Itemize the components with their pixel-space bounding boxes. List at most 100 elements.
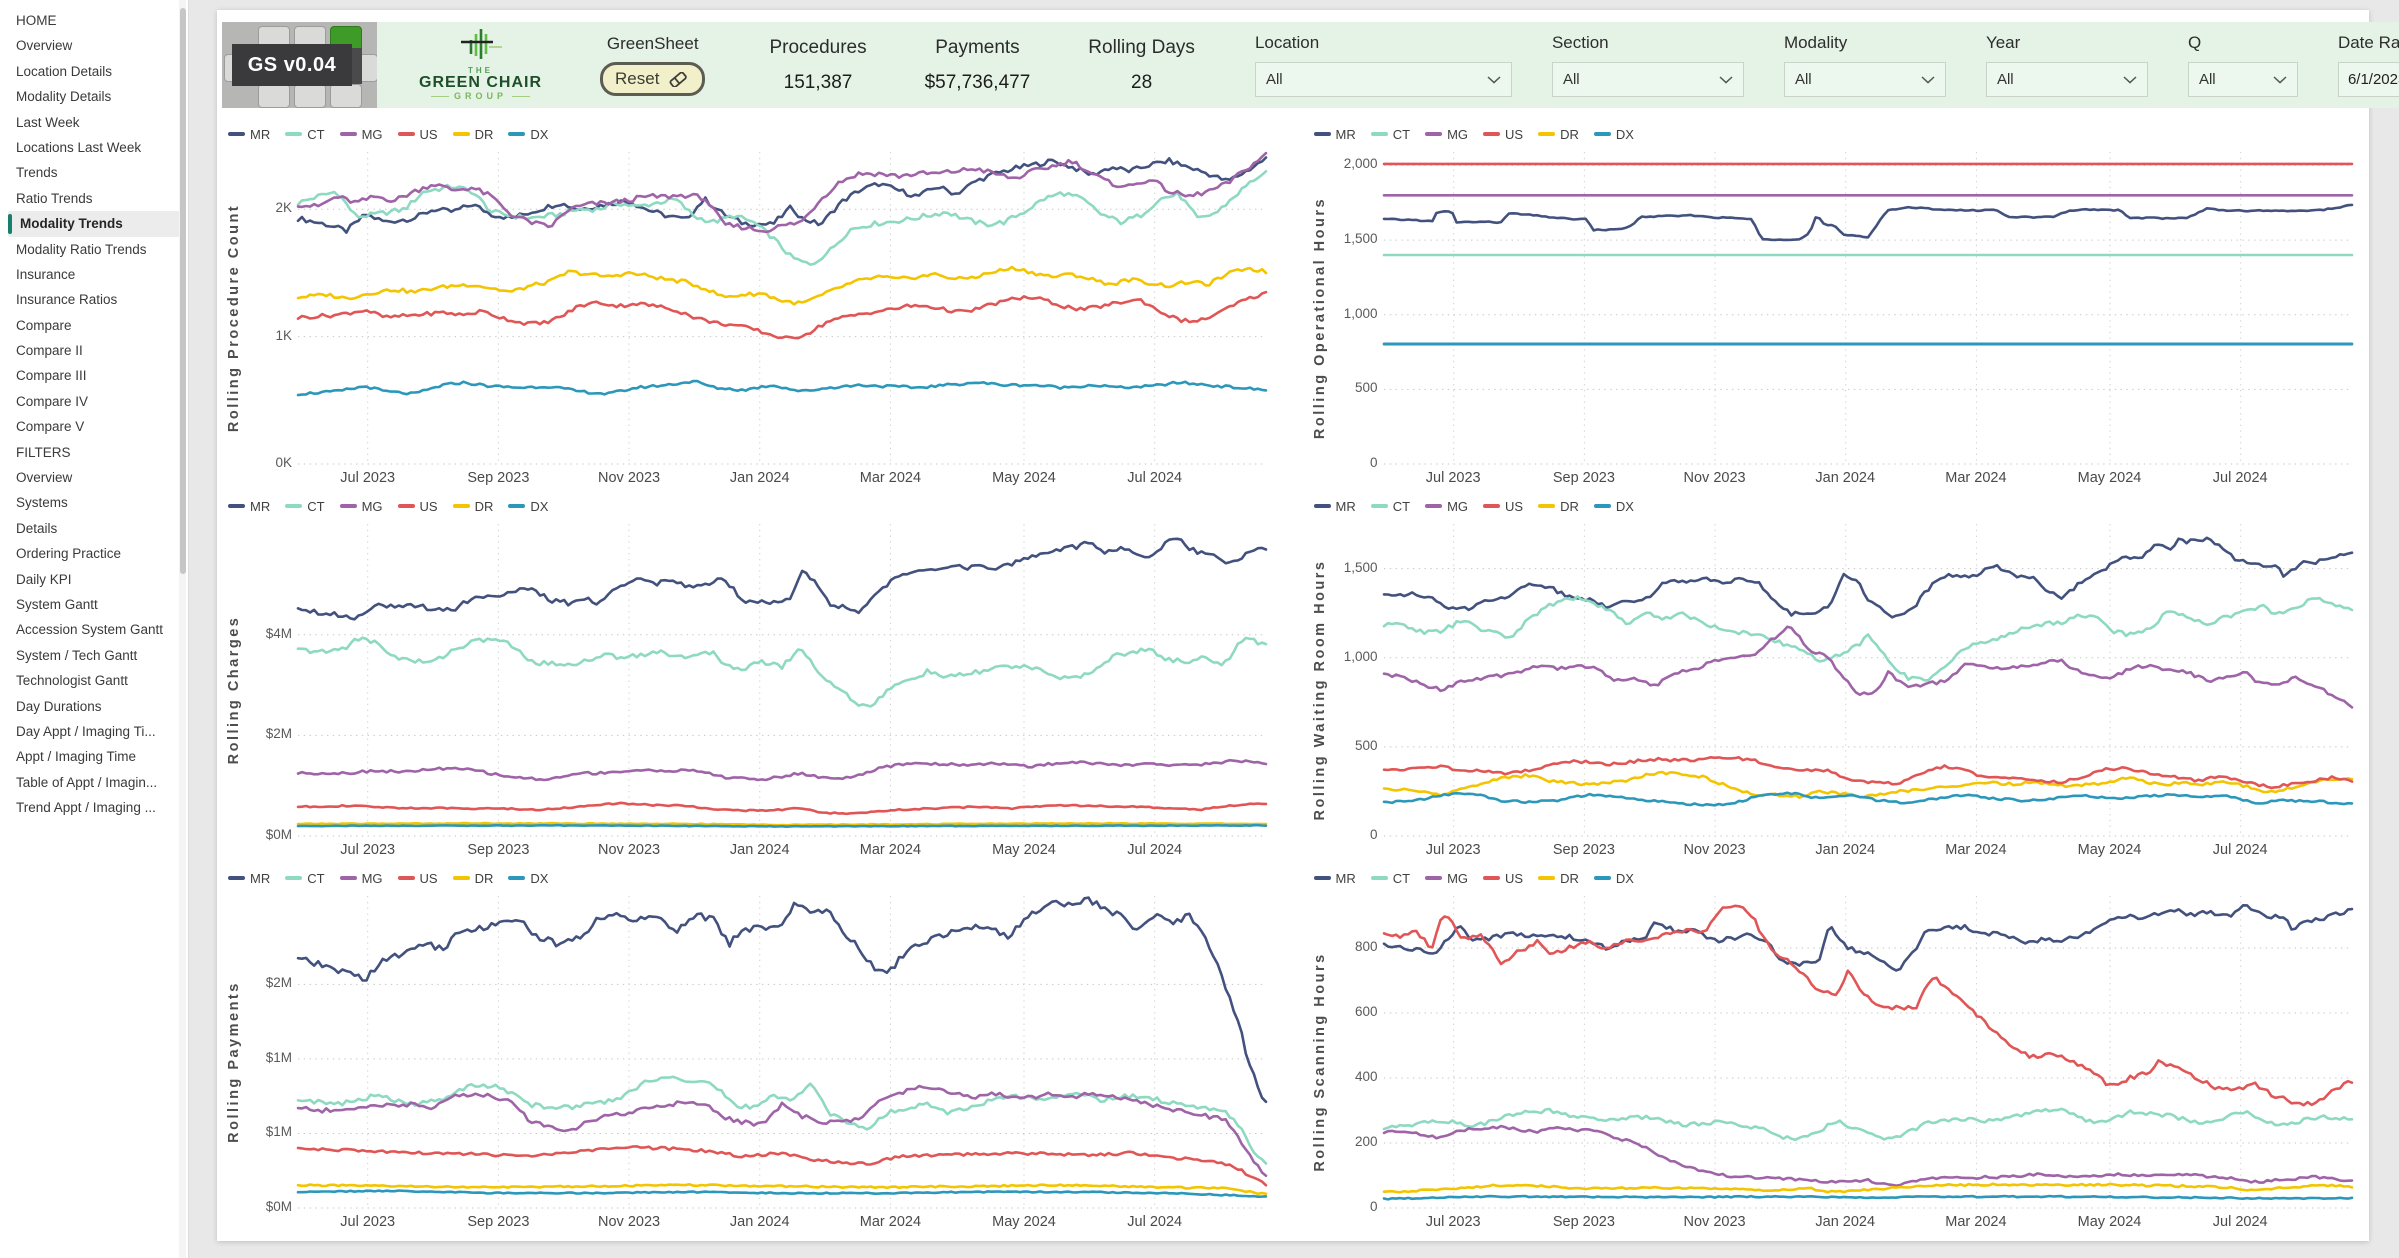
legend-item-MG[interactable]: MG <box>339 499 383 514</box>
sidebar-item-home[interactable]: HOME <box>16 13 57 28</box>
legend-item-US[interactable]: US <box>1483 871 1523 886</box>
legend-item-DX[interactable]: DX <box>1593 499 1634 514</box>
chart-rolling-procedure-count: MR CT MG US DR DX Rolling Procedure Count 0K 1K 2… <box>222 122 1278 490</box>
sidebar-scrollbar[interactable] <box>179 0 186 1258</box>
chart-rolling-charges: MR CT MG US DR DX Rolling Charges $0M $2M $4M Jul … <box>222 494 1278 862</box>
sidebar-item-appt-imaging-time[interactable]: Appt / Imaging Time <box>16 749 137 765</box>
header-bar: THE GREEN CHAIR GROUP GreenSheet Reset <box>377 22 2399 108</box>
sidebar-item-insurance[interactable]: Insurance <box>16 266 76 282</box>
sidebar-scrollbar-thumb[interactable] <box>179 8 186 574</box>
sidebar-item-accession-system-gantt[interactable]: Accession System Gantt <box>16 622 164 638</box>
sidebar-item-overview[interactable]: Overview <box>16 470 73 486</box>
legend-item-DX[interactable]: DX <box>1593 127 1634 142</box>
legend-item-CT[interactable]: CT <box>1370 499 1410 514</box>
legend-item-CT[interactable]: CT <box>285 127 325 142</box>
y-tick-label: 0 <box>1369 827 1378 842</box>
sidebar-item-details[interactable]: Details <box>16 520 58 536</box>
filter-q-dropdown[interactable]: All <box>2187 62 2298 97</box>
legend-item-US[interactable]: US <box>397 127 438 142</box>
legend-item-MR[interactable]: MR <box>1313 499 1356 514</box>
series-line-MR <box>1382 203 2353 242</box>
date-start-field[interactable]: 6/1/2023 <box>2337 62 2399 97</box>
sidebar-item-day-appt-imaging-ti[interactable]: Day Appt / Imaging Ti... <box>16 723 156 739</box>
legend-item-DX[interactable]: DX <box>508 871 548 886</box>
legend-item-DR[interactable]: DR <box>1538 127 1579 142</box>
x-tick-label: Mar 2024 <box>859 470 922 486</box>
legend-item-CT[interactable]: CT <box>285 499 325 514</box>
filter-location-dropdown[interactable]: All <box>1254 62 1512 97</box>
sidebar-item-last-week[interactable]: Last Week <box>16 114 80 130</box>
sidebar-item-compare-iv[interactable]: Compare IV <box>16 393 89 409</box>
legend-item-MG[interactable]: MG <box>339 127 383 142</box>
x-tick-label: Jan 2024 <box>1815 842 1876 858</box>
legend-item-CT[interactable]: CT <box>1370 871 1410 886</box>
legend-item-CT[interactable]: CT <box>1370 127 1410 142</box>
dropdown-value: All <box>1265 71 1283 88</box>
x-tick-label: Jul 2023 <box>340 470 396 486</box>
legend-item-MG[interactable]: MG <box>1425 499 1468 514</box>
sidebar-item-ratio-trends[interactable]: Ratio Trends <box>16 190 93 206</box>
sidebar-item-system-tech-gantt[interactable]: System / Tech Gantt <box>16 647 138 663</box>
y-tick-label: 500 <box>1354 737 1378 753</box>
legend-item-MG[interactable]: MG <box>1425 871 1468 886</box>
legend-item-DX[interactable]: DX <box>1593 871 1634 886</box>
sidebar-item-compare[interactable]: Compare <box>16 317 72 333</box>
legend-item-MR[interactable]: MR <box>1313 871 1356 886</box>
legend-item-MR[interactable]: MR <box>228 127 270 142</box>
legend-item-CT[interactable]: CT <box>285 871 325 886</box>
legend-item-DR[interactable]: DR <box>452 127 493 142</box>
sidebar-item-trend-appt-imaging[interactable]: Trend Appt / Imaging ... <box>16 800 156 816</box>
legend-swatch <box>1425 504 1443 508</box>
legend-item-MR[interactable]: MR <box>228 871 270 886</box>
legend-item-US[interactable]: US <box>1483 127 1523 142</box>
sidebar-item-day-durations[interactable]: Day Durations <box>16 698 102 714</box>
legend-label: DR <box>1560 498 1579 514</box>
filter-label: Q <box>2187 33 2202 52</box>
legend-item-DR[interactable]: DR <box>452 871 493 886</box>
y-tick-label: 800 <box>1354 939 1378 954</box>
x-tick-label: Nov 2023 <box>598 842 661 858</box>
sidebar-item-system-gantt[interactable]: System Gantt <box>16 596 98 612</box>
legend-item-US[interactable]: US <box>397 499 438 514</box>
sidebar-item-compare-ii[interactable]: Compare II <box>16 343 83 359</box>
sidebar-item-systems[interactable]: Systems <box>16 495 68 511</box>
sidebar-item-trends[interactable]: Trends <box>16 165 58 181</box>
legend-item-DR[interactable]: DR <box>1538 499 1579 514</box>
sidebar-item-insurance-ratios[interactable]: Insurance Ratios <box>16 292 118 308</box>
filter-year-dropdown[interactable]: All <box>1985 62 2148 97</box>
filter-modality-dropdown[interactable]: All <box>1783 62 1946 97</box>
sidebar-item-modality-ratio-trends[interactable]: Modality Ratio Trends <box>16 241 147 257</box>
sidebar-item-modality-details[interactable]: Modality Details <box>16 89 112 105</box>
series-line-CT <box>296 1075 1268 1165</box>
legend-item-US[interactable]: US <box>1483 499 1523 514</box>
filter-section-dropdown[interactable]: All <box>1551 62 1744 97</box>
sidebar-item-modality-trends[interactable]: Modality Trends <box>8 211 182 237</box>
sidebar-item-overview[interactable]: Overview <box>16 38 73 54</box>
legend-item-MG[interactable]: MG <box>1425 127 1468 142</box>
sidebar-item-compare-iii[interactable]: Compare III <box>16 368 87 384</box>
filter-q: Q All <box>2187 33 2298 97</box>
sidebar-item-daily-kpi[interactable]: Daily KPI <box>16 571 72 587</box>
legend-item-MR[interactable]: MR <box>228 499 270 514</box>
series-line-MG <box>1382 625 2353 709</box>
sidebar-item-compare-v[interactable]: Compare V <box>16 419 85 435</box>
sidebar-item-locations-last-week[interactable]: Locations Last Week <box>16 139 142 155</box>
legend-item-DX[interactable]: DX <box>508 499 548 514</box>
sidebar-item-ordering-practice[interactable]: Ordering Practice <box>16 546 122 562</box>
legend-item-MG[interactable]: MG <box>339 871 383 886</box>
legend-item-MR[interactable]: MR <box>1313 127 1356 142</box>
filter-label: Location <box>1254 33 1320 52</box>
series-line-US <box>296 290 1268 340</box>
reset-button[interactable]: Reset <box>600 62 706 96</box>
sidebar-item-location-details[interactable]: Location Details <box>16 63 113 79</box>
greensheet-block: GreenSheet Reset <box>600 34 706 96</box>
legend-item-DR[interactable]: DR <box>1538 871 1579 886</box>
legend-item-DX[interactable]: DX <box>508 127 548 142</box>
y-tick-label: $0M <box>265 1199 292 1214</box>
sidebar-item-technologist-gantt[interactable]: Technologist Gantt <box>16 673 128 689</box>
sidebar-item-filters[interactable]: FILTERS <box>16 444 71 460</box>
legend-item-US[interactable]: US <box>397 871 438 886</box>
sidebar-item-table-of-appt-imagin[interactable]: Table of Appt / Imagin... <box>16 774 158 790</box>
legend-label: MR <box>250 870 271 886</box>
legend-item-DR[interactable]: DR <box>452 499 493 514</box>
